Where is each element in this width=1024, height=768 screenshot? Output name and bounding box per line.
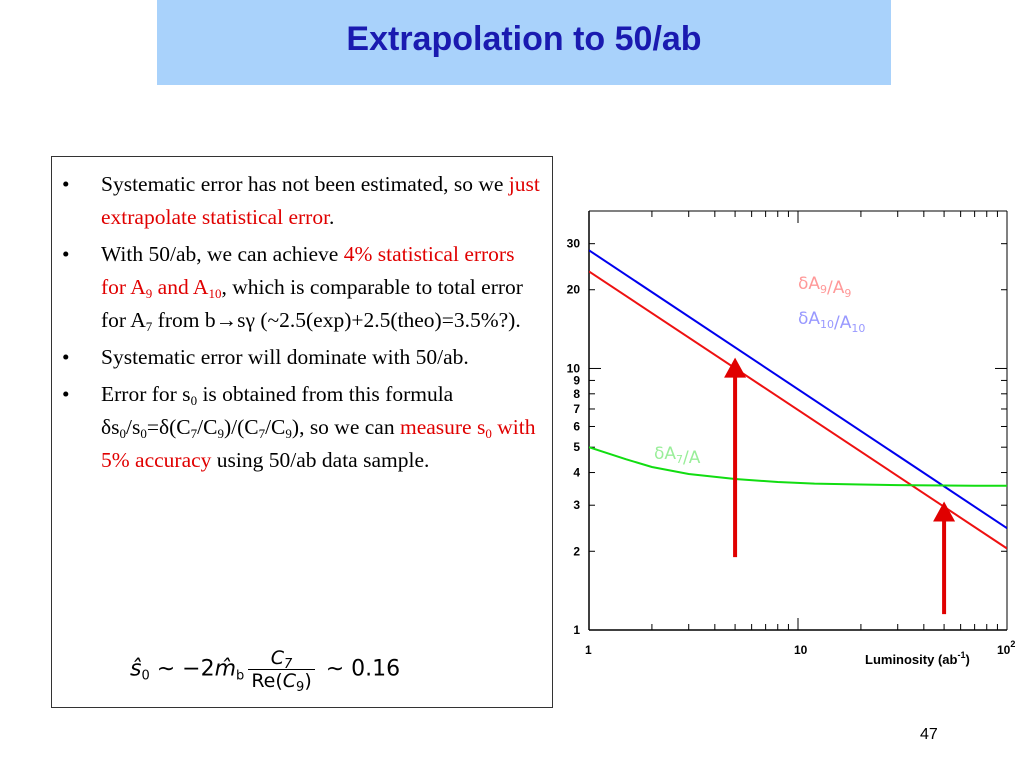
formula-symbol: ŝ [130, 656, 142, 682]
formula-fraction: C7 Re(C9) [248, 647, 315, 695]
bullet-text: Error for s [101, 382, 191, 406]
bullet-list: • Systematic error has not been estimated… [52, 168, 542, 481]
title-bar: Extrapolation to 50/ab [157, 0, 891, 85]
y-tick-label: 8 [573, 387, 580, 401]
bullet-dot: • [62, 242, 70, 266]
s0-formula: ŝ0 ∼ −2m̂b C7 Re(C9) ∼ 0.16 [130, 647, 401, 695]
bullet-text: =δ(C [146, 415, 191, 439]
subscript: 0 [140, 426, 147, 441]
y-tick-label: 7 [573, 402, 580, 416]
slide-title: Extrapolation to 50/ab [346, 20, 702, 58]
right-arrow-icon: → [215, 308, 238, 332]
formula-text: Re( [251, 670, 283, 692]
subscript: 0 [119, 426, 127, 441]
highlight-text: and A [152, 275, 209, 299]
formula-symbol: m̂ [214, 656, 237, 682]
bullet-text: /C [265, 415, 286, 439]
subscript: 0 [485, 426, 492, 441]
subscript: 0 [190, 393, 198, 408]
highlight-text: measure s [399, 415, 486, 439]
y-tick-label: 6 [573, 419, 580, 433]
y-tick-label: 5 [573, 440, 580, 454]
x-tick-label: 10 [794, 643, 808, 657]
bullet-3: • Systematic error will dominate with 50/… [52, 341, 542, 374]
subscript: 9 [296, 680, 305, 695]
bullet-text: /s [126, 415, 141, 439]
y-tick-label: 4 [573, 466, 580, 480]
y-tick-label: 9 [573, 373, 580, 387]
page-number: 47 [920, 726, 938, 743]
formula-symbol: C [270, 647, 285, 669]
bullet-text: using 50/ab data sample. [211, 448, 430, 472]
highlight-text: just extrapolate statistical error [101, 172, 540, 229]
y-tick-label: 2 [573, 544, 580, 558]
series-label-2: δA7/A [654, 444, 701, 468]
y-tick-label: 1 [573, 623, 580, 637]
bullet-text: Systematic error will dominate with 50/a… [101, 345, 469, 369]
highlight-text: 4% statistical errors for A [101, 242, 515, 299]
x-tick-label: 102 [997, 639, 1015, 657]
y-tick-label: 3 [573, 498, 580, 512]
series-line-2 [589, 446, 1007, 487]
bullet-text: Systematic error has not been estimated,… [101, 172, 509, 196]
bullet-text: is obtained from this formula δs [101, 382, 454, 439]
subscript: 9 [285, 426, 292, 441]
subscript: 7 [145, 319, 153, 334]
x-tick-label: 1 [585, 643, 592, 657]
bullet-text: )/(C [223, 415, 259, 439]
red-arrow-head-icon [933, 501, 956, 522]
bullet-1: • Systematic error has not been estimated… [52, 168, 542, 234]
formula-text: ∼ −2 [149, 656, 215, 682]
bullet-4: • Error for s0 is obtained from this form… [52, 378, 542, 477]
subscript: 7 [190, 426, 198, 441]
subscript: 7 [284, 657, 293, 672]
y-tick-label: 30 [567, 237, 581, 251]
x-axis-label: Luminosity (ab-1) [865, 650, 970, 667]
bullet-2: • With 50/ab, we can achieve 4% statistic… [52, 238, 542, 337]
bullet-text: /C [197, 415, 218, 439]
formula-text: ) [304, 670, 312, 692]
y-tick-label: 20 [567, 283, 581, 297]
formula-numerator: C7 [248, 647, 315, 672]
formula-denominator: Re(C9) [248, 670, 314, 695]
bullet-text: With 50/ab, we can achieve [101, 242, 344, 266]
subscript: 7 [258, 426, 266, 441]
formula-text: ∼ 0.16 [318, 656, 401, 682]
bullet-dot: • [62, 172, 70, 196]
bullet-text: ), so we can [291, 415, 400, 439]
subscript: b [236, 668, 245, 684]
red-arrow-head-icon [724, 357, 747, 378]
subscript: 9 [145, 286, 153, 301]
bullet-text: . [329, 205, 335, 229]
subscript: 10 [208, 286, 222, 301]
formula-symbol: C [282, 670, 297, 692]
series-line-0 [589, 249, 1007, 530]
bullet-textbox: • Systematic error has not been estimated… [51, 156, 553, 708]
series-label-1: δA9/A9 [798, 274, 851, 300]
subscript: 9 [217, 426, 224, 441]
bullet-text: sγ (~2.5(exp)+2.5(theo)=3.5%?). [237, 308, 521, 332]
series-label-0: δA10/A10 [798, 309, 865, 335]
series-line-1 [589, 270, 1007, 550]
highlight-text: with 5% accuracy [101, 415, 536, 472]
y-tick-label: 10 [567, 361, 581, 375]
subscript: 0 [141, 668, 150, 684]
bullet-text: , which is comparable to total error for… [101, 275, 523, 332]
bullet-dot: • [62, 345, 70, 369]
bullet-dot: • [62, 382, 70, 406]
bullet-text: from b [152, 308, 216, 332]
